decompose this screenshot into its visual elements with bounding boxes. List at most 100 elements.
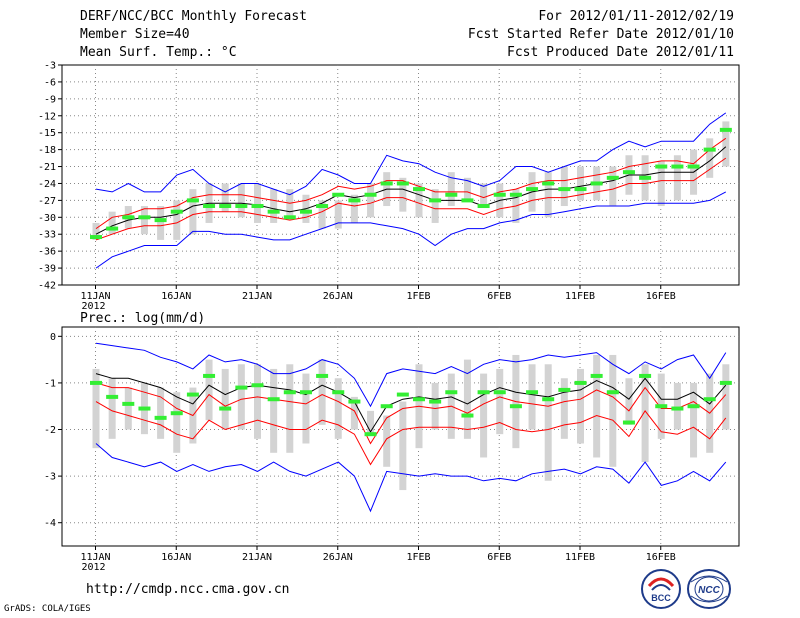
prec-xtick-label: 2012 [82,562,106,573]
prec-box [544,364,552,481]
prec-median-mark [251,383,264,388]
temp-box [350,194,358,223]
prec-box [237,364,245,430]
temp-box [318,200,326,229]
prec-median-mark [719,380,732,385]
temp-box [108,211,116,235]
temp-box [415,183,423,218]
prec-median-mark [558,387,571,392]
prec-box [625,378,633,425]
prec-median-mark [219,406,232,411]
temp-box [254,183,261,223]
prec-median-mark [235,385,248,390]
temp-median-mark [493,192,506,197]
prec-mean-line [95,373,727,433]
header-left: DERF/NCC/BCC Monthly Forecast Member Size… [80,8,307,62]
temp-box [657,160,665,207]
prec-box [641,364,649,463]
temp-ytick-label: -30 [38,213,56,224]
temp-xtick-label: 6FEB [487,291,511,302]
temp-median-mark [526,187,539,192]
prec-xtick-label: 1FEB [406,552,430,563]
prec-ytick-label: -4 [44,518,56,529]
prec-median-mark [590,373,603,378]
prec-box [124,387,132,430]
temp-median-mark [477,204,490,209]
temp-ytick-label: -24 [38,179,56,190]
member-size: Member Size=40 [80,27,190,42]
temp-ytick-label: -42 [38,281,56,292]
prec-spread-upper [95,382,727,445]
prec-median-mark [106,394,119,399]
temp-median-mark [703,147,716,152]
temp-box [334,200,342,229]
temp-median-mark [396,181,409,186]
temp-ytick-label: -33 [38,230,56,241]
prec-xtick-label: 6FEB [487,552,511,563]
temp-median-mark [590,181,603,186]
prec-spread-lower [95,401,727,466]
temp-box [544,172,552,218]
temp-median-mark [606,175,619,180]
temp-ytick-label: -9 [44,94,56,105]
prec-box [254,364,261,439]
temp-ytick-label: -6 [44,77,56,88]
temp-ytick-label: -18 [38,145,56,156]
prec-box [302,373,310,444]
prec-box [108,378,116,439]
temp-median-mark [332,192,345,197]
prec-box [367,410,375,435]
temp-xtick-label: 11JAN [80,291,110,302]
temp-envelope-upper [95,112,727,196]
temp-ytick-label: -3 [44,61,56,72]
temp-box [706,138,714,178]
prec-median-mark [509,404,522,409]
temp-median-mark [461,198,474,203]
prec-box [399,401,407,491]
temp-ytick-label: -27 [38,196,56,207]
temp-median-mark [299,209,312,214]
bcc-logo-text: BCC [651,593,671,603]
prec-xtick-label: 11FEB [565,552,595,563]
prec-median-mark [283,390,296,395]
temp-median-mark [655,164,668,169]
temp-box [237,183,245,218]
temp-box [480,183,488,207]
source-url[interactable]: http://cmdp.ncc.cma.gov.cn [86,582,290,597]
prec-box [173,392,181,453]
prec-xtick-label: 16JAN [161,552,191,563]
prec-median-mark [267,397,280,402]
prec-ytick-label: -1 [44,378,56,389]
prec-box [383,415,391,467]
prec-median-mark [299,390,312,395]
temp-median-mark [719,127,732,132]
prec-median-mark [122,401,135,406]
prec-median-mark [348,399,361,404]
temp-box [609,166,617,207]
temp-xtick-label: 2012 [82,301,106,312]
prec-median-mark [364,432,377,437]
prec-box [673,382,681,430]
prec-box [205,359,213,421]
temp-median-mark [671,164,684,169]
prec-median-mark [671,406,684,411]
prec-median-mark [154,415,167,420]
bcc-logo: BCC [641,569,681,609]
temp-median-mark [122,215,135,220]
prec-median-mark [90,380,102,385]
prec-ytick-label: 0 [50,332,56,343]
temp-median-mark [639,175,652,180]
prec-box [528,364,536,430]
temp-xtick-label: 16FEB [646,291,676,302]
temp-median-mark [170,209,183,214]
prec-median-mark [170,411,183,416]
temp-box [140,206,148,235]
temp-median-mark [219,204,232,209]
prec-median-mark [203,373,216,378]
prec-envelope-upper [95,342,727,408]
temp-ytick-label: -39 [38,264,56,275]
temp-median-mark [203,204,216,209]
prec-box [350,396,358,430]
